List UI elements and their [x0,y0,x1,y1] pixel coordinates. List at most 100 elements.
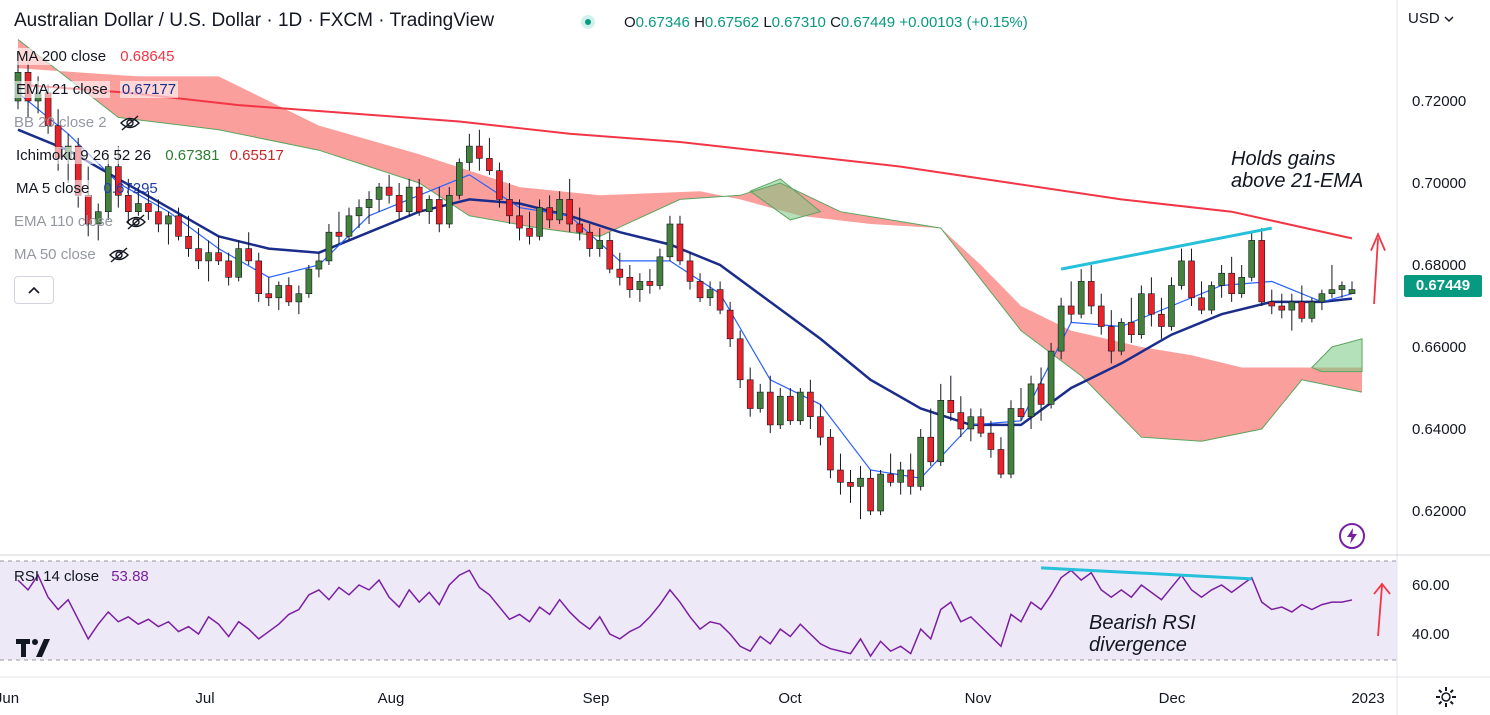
time-tick-label: Oct [778,690,802,707]
rsi-trendline [1040,566,1252,581]
collapse-legend-button[interactable] [14,276,54,304]
candle-body [606,240,614,270]
series-line-1 [17,128,1353,427]
candle-body [787,395,794,422]
candle-body [305,268,313,295]
candle-body [636,281,644,290]
candle-body [195,248,202,262]
tradingview-logo[interactable] [14,633,52,663]
legend-ema110-label: EMA 110 close [14,213,113,230]
eye-crossed-icon[interactable] [108,247,130,263]
legend-ichimoku[interactable]: Ichimoku 9 26 52 26 0.67381 0.65517 [14,145,284,167]
candle-body [686,260,694,282]
rsi-band-fill [0,561,1397,660]
cloud-bullish [1311,338,1363,373]
candle-body [1138,293,1145,336]
candle-body [155,211,162,225]
candle-body [596,240,604,249]
candle-body [405,186,413,213]
candle-body [185,236,192,249]
legend-ma200-value: 0.68645 [120,48,175,65]
candle-body [1037,383,1045,405]
chevron-up-icon [28,286,40,294]
candle-body [666,223,674,258]
up-arrow-rsi [1373,582,1391,637]
candle-body [1268,301,1276,307]
candle-body [175,215,182,237]
candle-body [1288,301,1296,311]
chevron-down-icon [1444,16,1454,22]
candle-body [435,199,443,225]
price-tick-label: 0.62000 [1412,503,1466,520]
legend-ema21-value: 0.67177 [119,81,179,98]
candle-body [977,416,985,434]
legend-ema110[interactable]: EMA 110 close [14,211,147,233]
candle-body [626,276,634,290]
price-trendline [1060,226,1273,271]
gear-icon[interactable] [1435,686,1457,708]
low-label: L [763,14,772,31]
candle-body [104,166,112,213]
candle-body [295,293,303,303]
candle-body [927,436,935,463]
candle-body [476,145,483,159]
legend-ichimoku-label: Ichimoku 9 26 52 26 [14,147,154,164]
candle-body [1298,301,1306,319]
time-tick-label: Sep [583,690,610,707]
candle-body [877,473,884,512]
eye-crossed-icon[interactable] [125,214,147,230]
candle-body [395,195,403,213]
cloud-edge [17,39,1363,442]
candle-body [1027,383,1035,417]
candle-body [245,248,252,262]
annotation-holds-line2: above 21-EMA [1231,170,1364,192]
candle-body [1047,350,1055,405]
candle-body [1107,326,1115,352]
legend-ma50-label: MA 50 close [14,246,96,263]
symbol-title[interactable]: Australian Dollar / U.S. Dollar · 1D · F… [14,10,495,31]
eye-crossed-icon[interactable] [119,115,141,131]
candle-body [1348,289,1356,295]
currency-selector[interactable]: USD [1408,10,1454,27]
legend-bb[interactable]: BB 20 close 2 [14,112,141,134]
legend-ma50[interactable]: MA 50 close [14,244,130,266]
candle-body [235,248,242,278]
candle-body [415,186,423,213]
legend-ma200[interactable]: MA 200 close 0.68645 [14,46,174,68]
candle-body [907,469,914,487]
candle-body [335,231,343,237]
annotation-rsi-line1: Bearish RSI [1089,612,1196,634]
legend-ma200-label: MA 200 close [14,48,109,65]
last-price-tag: 0.67449 [1404,275,1482,297]
candle-body [566,199,573,225]
legend-rsi[interactable]: RSI 14 close 53.88 [14,566,149,588]
candle-body [1198,297,1205,311]
legend-ichimoku-value2: 0.65517 [229,147,284,164]
time-tick-label: 2023 [1351,690,1384,707]
candle-body [656,256,664,286]
high-value: 0.67562 [704,14,760,31]
candle-body [616,268,624,278]
change-value: +0.00103 (+0.15%) [899,14,1028,31]
candle-body [125,195,132,213]
candle-body [556,199,563,221]
candle-body [776,395,784,426]
time-tick-label: Dec [1159,690,1186,707]
annotation-rsi-divergence: Bearish RSI divergence [1089,612,1196,656]
candle-body [425,199,433,212]
price-tick-label: 0.70000 [1412,175,1466,192]
rsi-tick-label: 40.00 [1412,626,1450,643]
annotation-holds-line1: Holds gains [1231,148,1336,170]
legend-ichimoku-value1: 0.67381 [165,147,220,164]
flash-icon[interactable] [1338,522,1366,550]
legend-ma5[interactable]: MA 5 close 0.67295 [14,178,158,200]
legend-ema21[interactable]: EMA 21 close 0.67177 [14,79,179,101]
price-tick-label: 0.66000 [1412,339,1466,356]
candle-body [1338,285,1346,290]
rsi-tick-label: 60.00 [1412,577,1450,594]
candle-body [1067,305,1075,315]
candle-body [365,199,373,208]
time-tick-label: Aug [378,690,405,707]
candle-body [817,416,824,438]
